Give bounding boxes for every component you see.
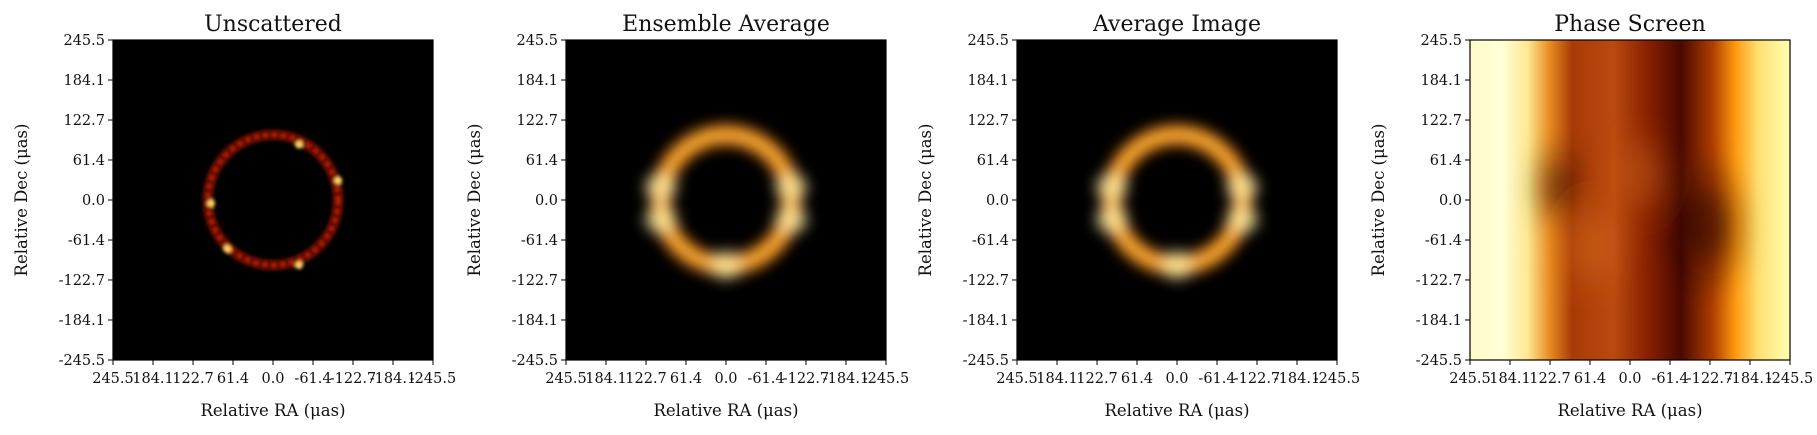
y-axis-label: Relative Dec (μas) bbox=[465, 124, 484, 277]
x-axis-label: Relative RA (μas) bbox=[200, 401, 345, 420]
y-tick-label: -245.5 bbox=[963, 353, 1009, 369]
x-tick-label: 122.7 bbox=[1076, 371, 1118, 387]
heatmap-image bbox=[1017, 40, 1337, 360]
y-tick-label: -184.1 bbox=[963, 313, 1009, 329]
y-tick-label: 184.1 bbox=[1420, 73, 1462, 89]
x-tick-label: -61.4 bbox=[1651, 371, 1688, 387]
y-tick-label: -184.1 bbox=[512, 313, 558, 329]
y-tick-label: -122.7 bbox=[59, 273, 105, 289]
y-tick-label: -61.4 bbox=[1425, 233, 1462, 249]
x-tick-label: 184.1 bbox=[1489, 371, 1531, 387]
x-tick-label: -122.7 bbox=[783, 371, 829, 387]
x-tick-label: 0.0 bbox=[1618, 371, 1641, 387]
x-tick-label: -245.5 bbox=[410, 371, 456, 387]
y-tick-label: 0.0 bbox=[986, 193, 1009, 209]
x-tick-label: 0.0 bbox=[714, 371, 737, 387]
y-tick-label: -184.1 bbox=[1416, 313, 1462, 329]
x-tick-label: 0.0 bbox=[261, 371, 284, 387]
y-tick-label: -122.7 bbox=[1416, 273, 1462, 289]
panel-title: Unscattered bbox=[204, 12, 342, 37]
y-tick-label: 0.0 bbox=[535, 193, 558, 209]
y-tick-label: 61.4 bbox=[1430, 153, 1462, 169]
y-tick-label: -122.7 bbox=[963, 273, 1009, 289]
x-axis-label: Relative RA (μas) bbox=[653, 401, 798, 420]
heatmap-image bbox=[113, 40, 433, 360]
y-axis-label: Relative Dec (μas) bbox=[916, 124, 935, 277]
x-tick-label: 61.4 bbox=[217, 371, 249, 387]
y-tick-label: 184.1 bbox=[967, 73, 1009, 89]
heatmap-image bbox=[1470, 40, 1790, 360]
x-tick-label: 122.7 bbox=[172, 371, 214, 387]
y-axis-label: Relative Dec (μas) bbox=[1369, 124, 1388, 277]
x-tick-label: -184.1 bbox=[1274, 371, 1320, 387]
x-tick-label: 61.4 bbox=[1121, 371, 1153, 387]
x-tick-label: -122.7 bbox=[330, 371, 376, 387]
y-tick-label: 184.1 bbox=[63, 73, 105, 89]
x-tick-label: 245.5 bbox=[996, 371, 1038, 387]
y-tick-label: 245.5 bbox=[1420, 33, 1462, 49]
x-tick-label: 245.5 bbox=[92, 371, 134, 387]
y-tick-label: -184.1 bbox=[59, 313, 105, 329]
panel-title: Average Image bbox=[1092, 12, 1261, 37]
y-tick-label: 61.4 bbox=[977, 153, 1009, 169]
y-tick-label: 122.7 bbox=[63, 113, 105, 129]
y-tick-label: -245.5 bbox=[1416, 353, 1462, 369]
y-axis-label: Relative Dec (μas) bbox=[12, 124, 31, 277]
y-tick-label: 122.7 bbox=[1420, 113, 1462, 129]
x-tick-label: -184.1 bbox=[823, 371, 869, 387]
y-tick-label: -61.4 bbox=[68, 233, 105, 249]
y-tick-label: -122.7 bbox=[512, 273, 558, 289]
x-tick-label: -184.1 bbox=[1727, 371, 1773, 387]
x-tick-label: 245.5 bbox=[545, 371, 587, 387]
x-tick-label: 61.4 bbox=[1574, 371, 1606, 387]
y-tick-label: 0.0 bbox=[82, 193, 105, 209]
x-axis-label: Relative RA (μas) bbox=[1104, 401, 1249, 420]
x-tick-label: 122.7 bbox=[625, 371, 667, 387]
y-tick-label: 122.7 bbox=[516, 113, 558, 129]
x-tick-label: -61.4 bbox=[747, 371, 784, 387]
y-tick-label: 184.1 bbox=[516, 73, 558, 89]
x-tick-label: 122.7 bbox=[1529, 371, 1571, 387]
x-tick-label: 0.0 bbox=[1165, 371, 1188, 387]
x-tick-label: 245.5 bbox=[1449, 371, 1491, 387]
y-tick-label: 0.0 bbox=[1439, 193, 1462, 209]
panel-title: Ensemble Average bbox=[622, 12, 830, 37]
x-tick-label: -122.7 bbox=[1687, 371, 1733, 387]
y-tick-label: -245.5 bbox=[512, 353, 558, 369]
y-tick-label: 245.5 bbox=[63, 33, 105, 49]
y-tick-label: 61.4 bbox=[73, 153, 105, 169]
x-tick-label: -61.4 bbox=[1198, 371, 1235, 387]
y-tick-label: -245.5 bbox=[59, 353, 105, 369]
y-tick-label: 61.4 bbox=[526, 153, 558, 169]
x-tick-label: -245.5 bbox=[1767, 371, 1813, 387]
x-tick-label: 184.1 bbox=[585, 371, 627, 387]
x-tick-label: -245.5 bbox=[1314, 371, 1360, 387]
x-tick-label: 184.1 bbox=[1036, 371, 1078, 387]
x-tick-label: 184.1 bbox=[132, 371, 174, 387]
heatmap-image bbox=[566, 40, 886, 360]
y-tick-label: 245.5 bbox=[967, 33, 1009, 49]
x-tick-label: -122.7 bbox=[1234, 371, 1280, 387]
x-tick-label: -61.4 bbox=[294, 371, 331, 387]
y-tick-label: -61.4 bbox=[521, 233, 558, 249]
y-tick-label: -61.4 bbox=[972, 233, 1009, 249]
x-axis-label: Relative RA (μas) bbox=[1557, 401, 1702, 420]
x-tick-label: -245.5 bbox=[863, 371, 909, 387]
y-tick-label: 245.5 bbox=[516, 33, 558, 49]
y-tick-label: 122.7 bbox=[967, 113, 1009, 129]
x-tick-label: -184.1 bbox=[370, 371, 416, 387]
panel-title: Phase Screen bbox=[1554, 12, 1706, 37]
x-tick-label: 61.4 bbox=[670, 371, 702, 387]
